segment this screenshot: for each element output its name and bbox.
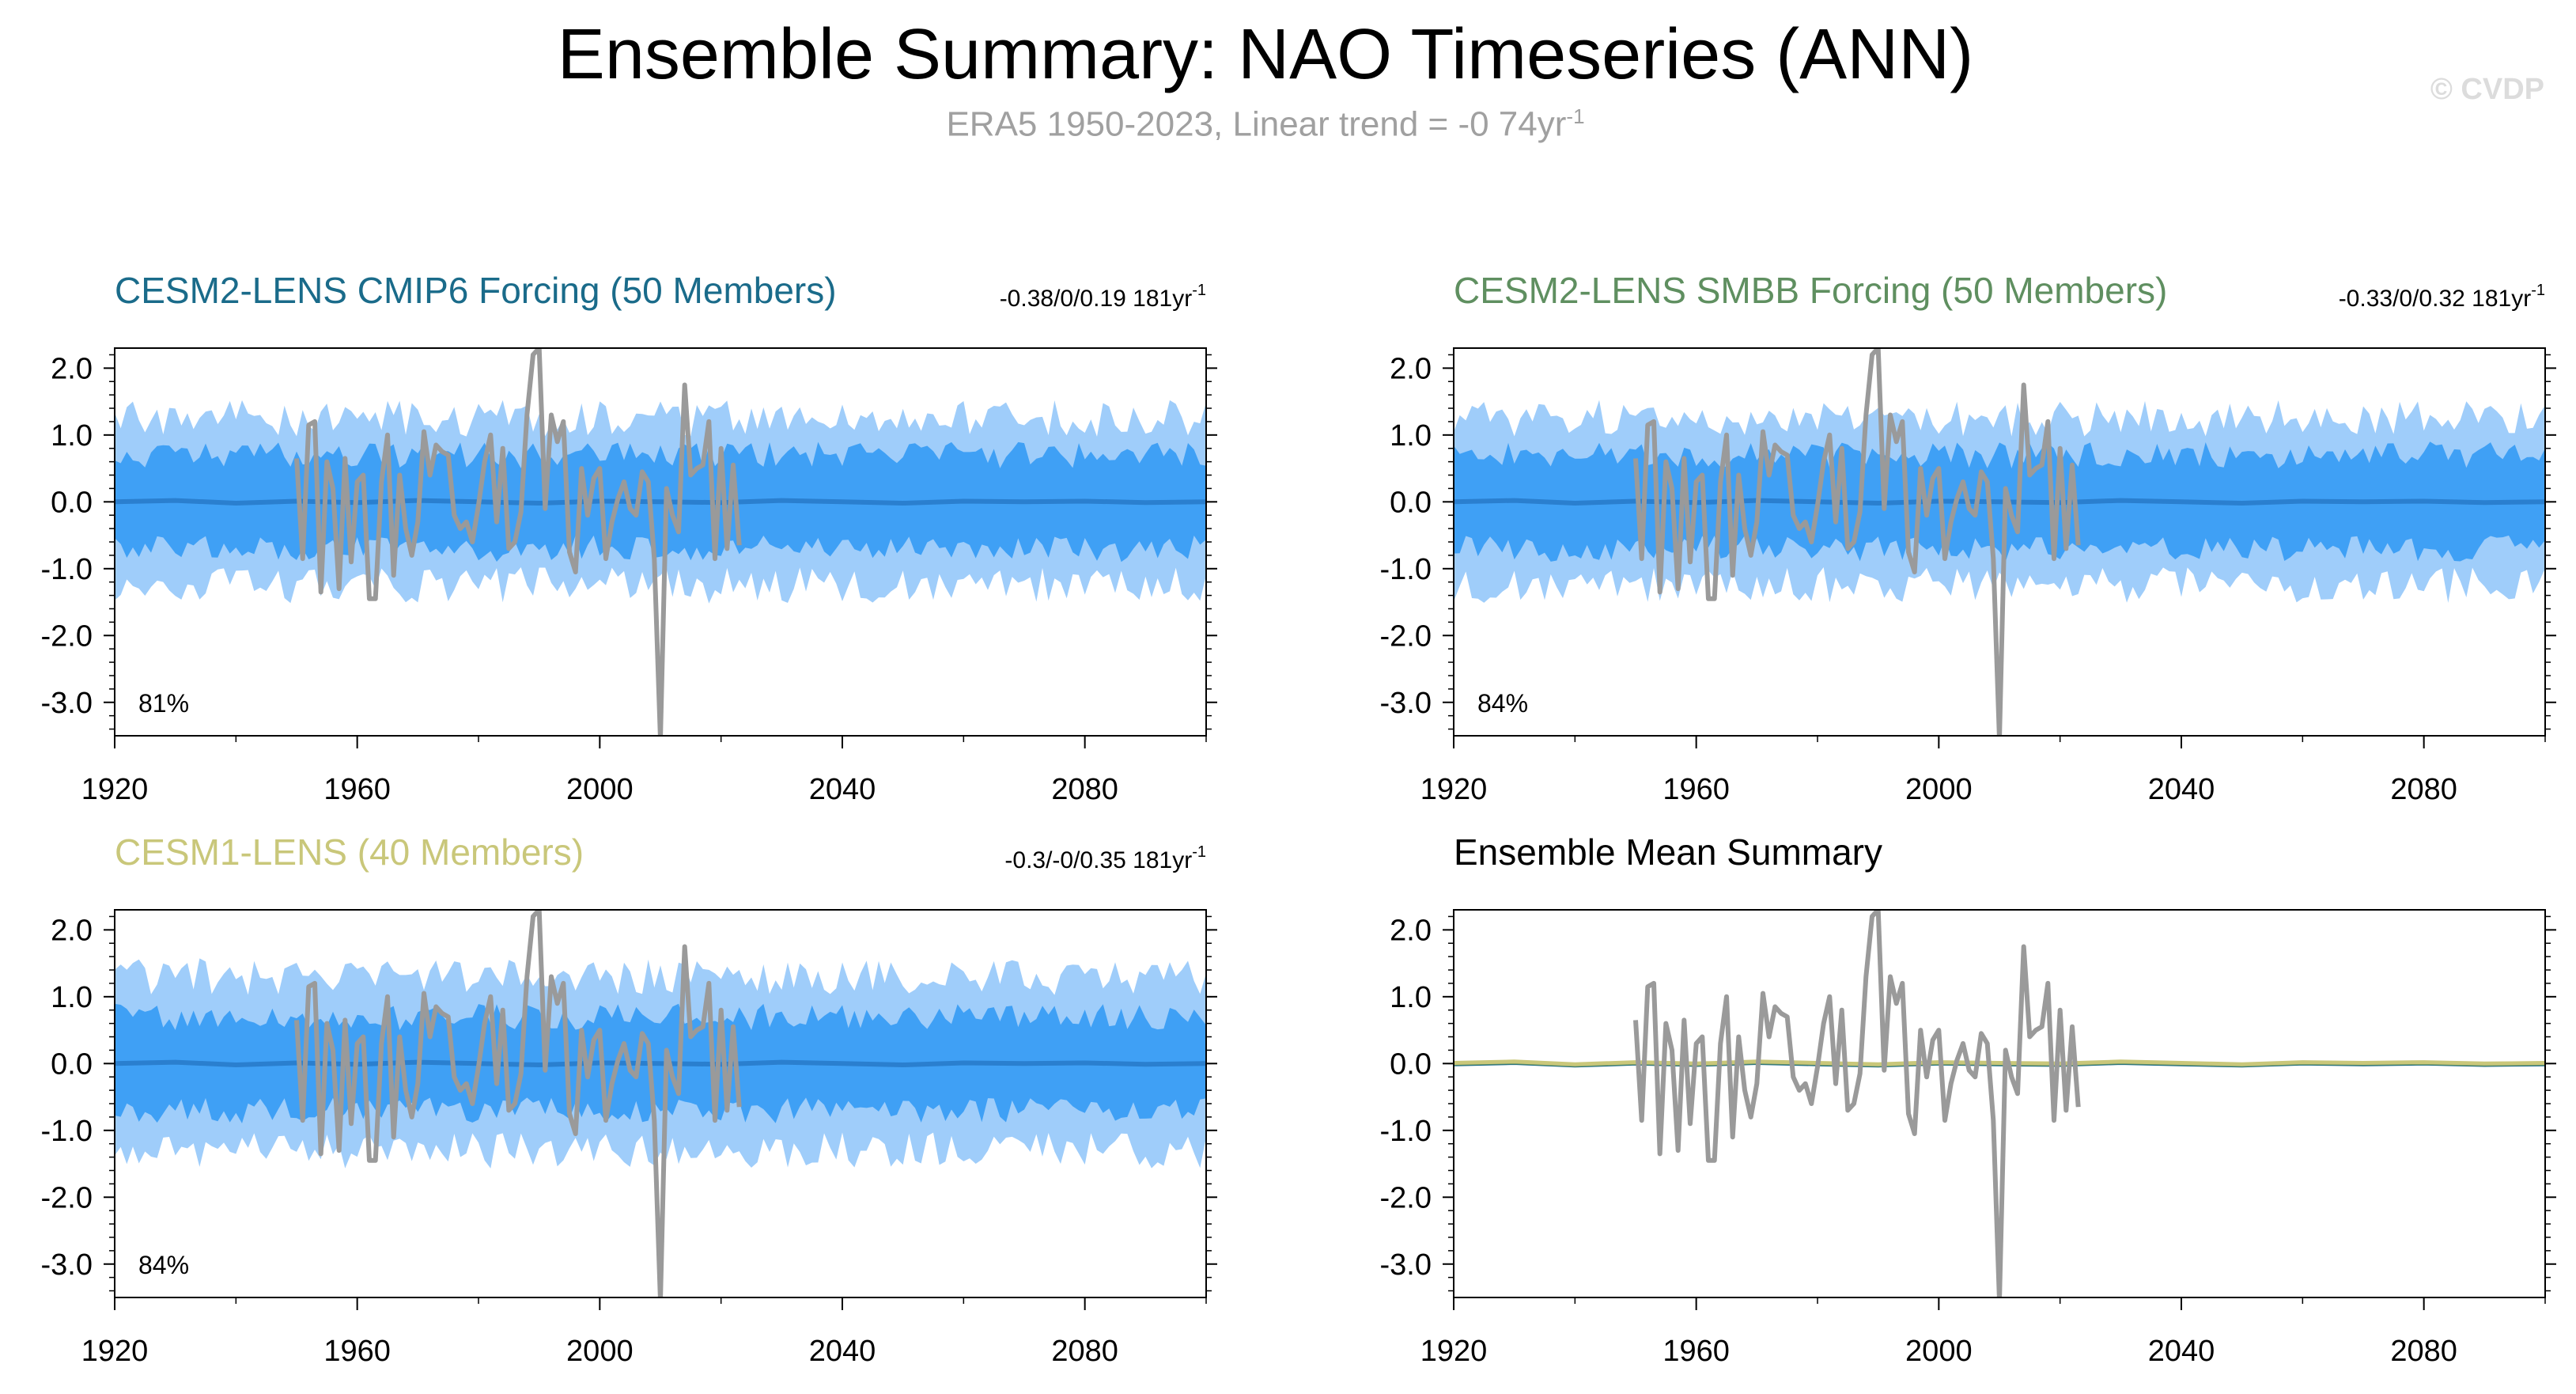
trend-label: -0.33/0/0.32 181yr-1 [2339,282,2545,312]
x-tick-label: 2080 [1051,1335,1118,1368]
panel-cesm2-smbb: 2.0 1.0 0.0 -1.0 -2.0 -3.0 1920 1960 2000 2040 208… [1380,270,2556,806]
ensemble-mean-line [1454,498,2545,506]
y-tick-label: 0.0 [51,1047,93,1081]
x-tick-label: 1960 [323,1335,391,1368]
y-tick-label: -3.0 [41,1248,93,1282]
subtitle-text: ERA5 1950-2023, Linear trend = -0 74yr [946,104,1567,144]
y-tick-label: -1.0 [1380,553,1432,586]
x-tick-label: 1960 [1662,1335,1730,1368]
y-tick-label: 2.0 [51,352,93,385]
panel-title: CESM1-LENS (40 Members) [115,831,584,873]
x-tick-label: 2080 [1051,773,1118,806]
panel-ensemble-mean: 2.0 1.0 0.0 -1.0 -2.0 -3.0 1920 1960 2000 2040 208… [1380,831,2556,1368]
y-tick-label: 0.0 [1390,486,1432,519]
x-tick-label: 1920 [1420,1335,1488,1368]
x-tick-label: 1920 [1420,773,1488,806]
y-tick-label: -1.0 [1380,1115,1432,1148]
x-tick-label: 2000 [566,773,634,806]
x-tick-label: 2000 [1905,1335,1973,1368]
y-tick-label: 1.0 [1390,419,1432,453]
series-line-2 [1454,1059,2545,1066]
plot-area [1454,348,2545,736]
percent-label: 81% [138,689,189,718]
y-tick-label: 2.0 [1390,352,1432,385]
x-tick-label: 2000 [566,1335,634,1368]
percent-label: 84% [1477,689,1528,718]
y-tick-label: 0.0 [51,486,93,519]
x-tick-label: 2000 [1905,773,1973,806]
observations-line [294,348,742,736]
copyright-watermark: © CVDP [2430,73,2544,106]
panel-title: CESM2-LENS SMBB Forcing (50 Members) [1454,270,2167,311]
x-tick-label: 1920 [81,1335,149,1368]
y-tick-label: 2.0 [1390,914,1432,947]
percent-label: 84% [138,1251,189,1279]
trend-label: -0.38/0/0.19 181yr-1 [1000,282,1206,312]
y-tick-label: -3.0 [41,687,93,720]
panel-cesm2-cmip6: 2.0 1.0 0.0 -1.0 -2.0 -3.0 1920 1960 2000 2040 208… [41,270,1217,806]
y-tick-label: 1.0 [51,981,93,1014]
y-tick-label: 2.0 [51,914,93,947]
x-tick-label: 2040 [809,773,876,806]
y-tick-label: 1.0 [1390,981,1432,1014]
y-tick-label: -3.0 [1380,1248,1432,1282]
x-tick-label: 1920 [81,773,149,806]
plot-area [115,348,1206,736]
x-tick-label: 1960 [1662,773,1730,806]
panel-cesm1: 2.0 1.0 0.0 -1.0 -2.0 -3.0 1920 1960 2000 2040 208… [41,831,1217,1368]
y-tick-label: 0.0 [1390,1047,1432,1081]
x-tick-label: 2040 [2148,773,2215,806]
figure-subtitle: ERA5 1950-2023, Linear trend = -0 74yr-1 [0,104,2531,145]
x-tick-label: 2080 [2390,773,2457,806]
figure-title: Ensemble Summary: NAO Timeseries (ANN) [557,15,1974,94]
observations-line [294,910,742,1297]
y-tick-label: -1.0 [41,553,93,586]
ensemble-mean-line [115,498,1206,506]
subtitle-superscript: -1 [1566,104,1585,128]
y-tick-label: -3.0 [1380,687,1432,720]
panel-title: Ensemble Mean Summary [1454,831,1882,873]
plot-area [1454,910,2545,1297]
y-tick-label: -1.0 [41,1115,93,1148]
trend-label: -0.3/-0/0.35 181yr-1 [1004,843,1206,873]
panel-title: CESM2-LENS CMIP6 Forcing (50 Members) [115,270,837,311]
plot-area [115,910,1206,1297]
observations-line [1633,910,2081,1297]
y-tick-label: -2.0 [41,619,93,653]
y-tick-label: 1.0 [51,419,93,453]
y-tick-label: -2.0 [1380,619,1432,653]
observations-line [1633,348,2081,736]
x-tick-label: 1960 [323,773,391,806]
y-tick-label: -2.0 [1380,1181,1432,1214]
x-tick-label: 2080 [2390,1335,2457,1368]
ensemble-mean-line [115,1059,1206,1068]
x-tick-label: 2040 [809,1335,876,1368]
y-tick-label: -2.0 [41,1181,93,1214]
x-tick-label: 2040 [2148,1335,2215,1368]
